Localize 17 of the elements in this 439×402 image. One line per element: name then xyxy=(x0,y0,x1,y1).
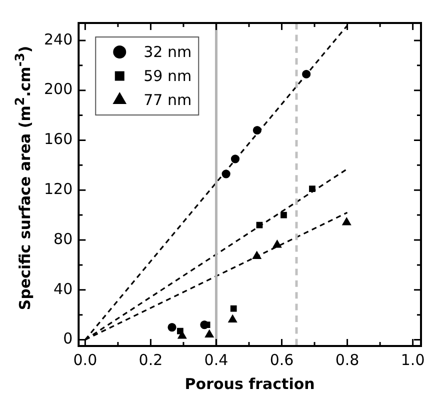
y-tick-label: 160 xyxy=(44,130,73,148)
y-tick-label: 120 xyxy=(44,180,73,198)
y-tick-label: 240 xyxy=(44,30,73,48)
legend-label: 32 nm xyxy=(144,42,192,61)
x-tick-label: 0.6 xyxy=(270,350,294,369)
x-tick-label: 0.8 xyxy=(335,350,360,369)
y-tick-label: 200 xyxy=(44,80,73,98)
x-axis-title: Porous fraction xyxy=(184,374,315,393)
x-tick-label: 1.0 xyxy=(400,350,425,369)
x-tick-label: 0.4 xyxy=(204,350,228,369)
y-tick-label: 80 xyxy=(54,230,73,248)
y-tick-label: 0 xyxy=(63,330,73,348)
x-tick-label: 0.2 xyxy=(138,350,163,369)
legend-label: 59 nm xyxy=(144,66,192,85)
x-tick-label: 0.0 xyxy=(73,350,98,369)
legend-label: 77 nm xyxy=(144,90,192,109)
y-tick-label: 40 xyxy=(54,280,73,298)
